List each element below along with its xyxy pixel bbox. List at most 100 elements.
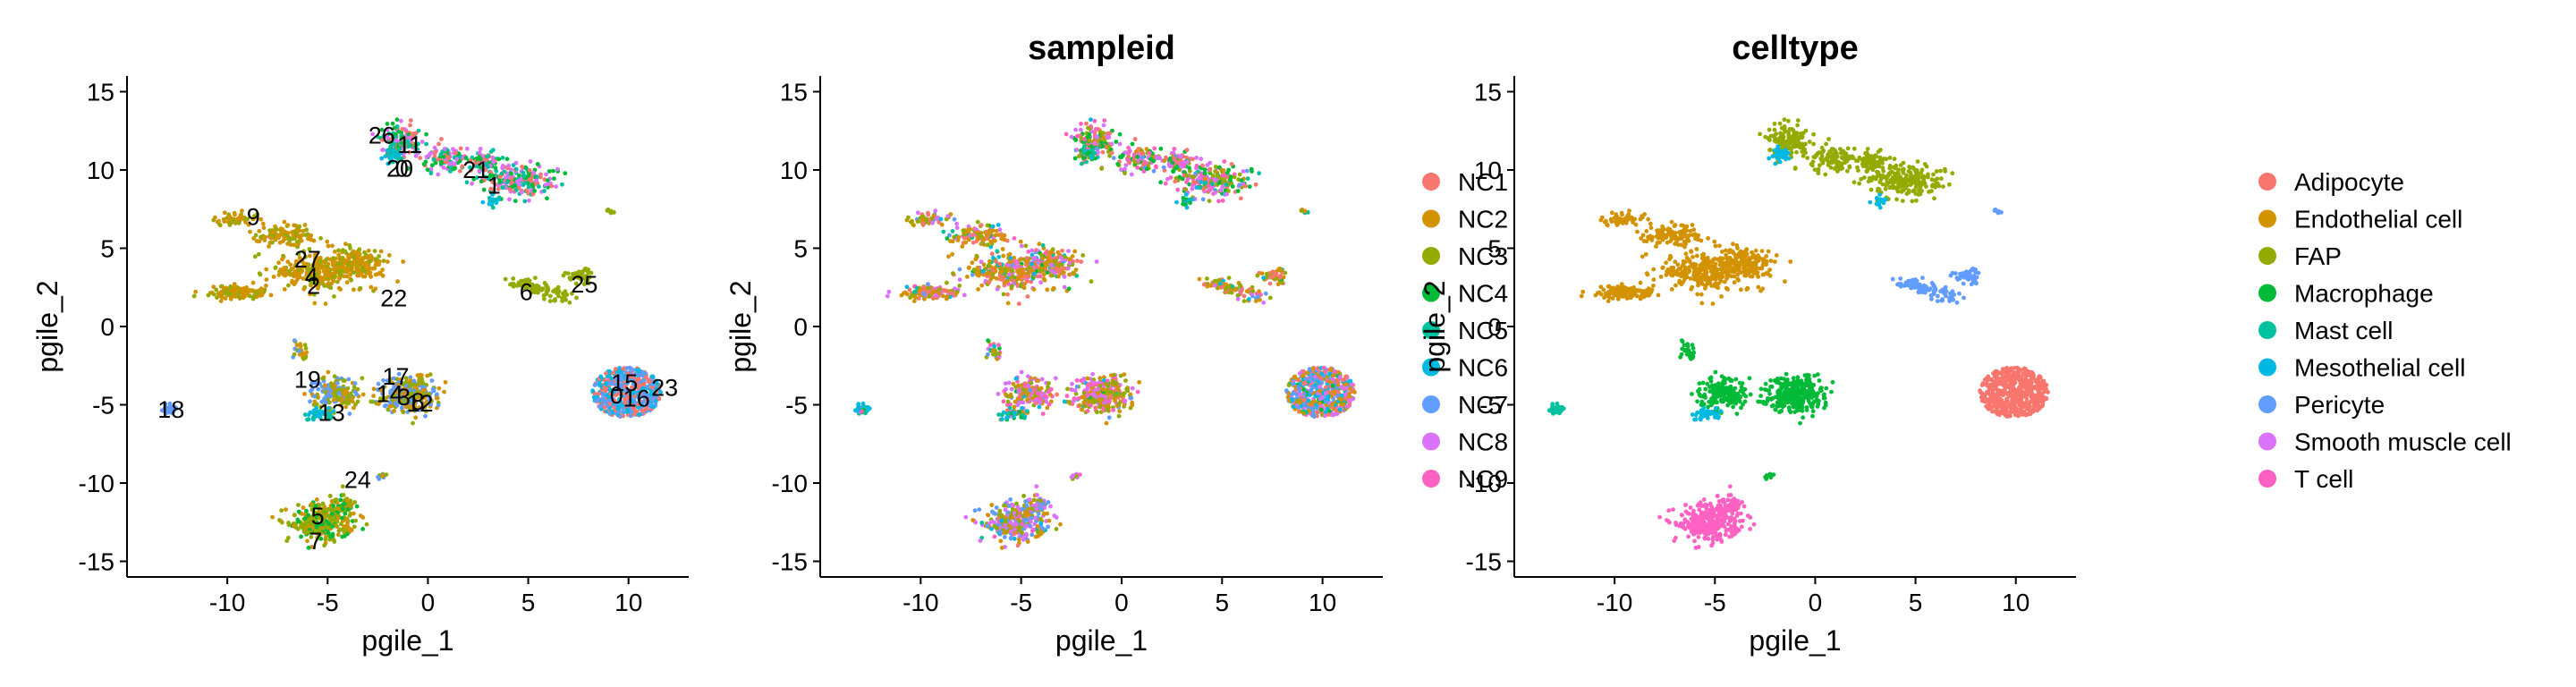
point [331, 256, 335, 260]
point [1190, 186, 1195, 191]
point [343, 511, 348, 516]
point [1005, 292, 1010, 297]
point [496, 157, 502, 162]
point [1223, 287, 1228, 292]
point [921, 284, 927, 290]
point [1184, 148, 1190, 153]
point [1286, 383, 1292, 387]
cluster-label: 2 [307, 273, 320, 300]
point [1347, 398, 1352, 403]
point [326, 267, 331, 272]
point [292, 513, 297, 517]
cluster-label: 5 [311, 503, 325, 530]
point [365, 255, 370, 260]
point [1094, 134, 1098, 140]
point [1080, 253, 1086, 258]
point [1216, 277, 1222, 283]
y-tick-label: 0 [100, 313, 114, 341]
cluster-label: 0 [395, 155, 409, 182]
point [1038, 274, 1043, 279]
point [352, 287, 356, 293]
point [1327, 371, 1333, 377]
cluster-label: 18 [157, 396, 184, 423]
point [433, 149, 438, 155]
point [865, 408, 870, 412]
point [1079, 161, 1084, 166]
point [260, 221, 266, 226]
point [441, 155, 446, 159]
point [933, 289, 938, 293]
point [1024, 256, 1030, 260]
point [1154, 164, 1158, 169]
point [336, 529, 342, 533]
point [335, 506, 341, 511]
point [1025, 278, 1030, 284]
point [330, 512, 335, 516]
point [565, 271, 571, 276]
point [478, 147, 483, 151]
point [399, 118, 403, 123]
point [1191, 157, 1195, 162]
point [282, 287, 287, 292]
point [1051, 285, 1056, 291]
point [1066, 286, 1072, 292]
point [1048, 268, 1054, 273]
point [1208, 160, 1213, 165]
point [1060, 248, 1064, 253]
point [1194, 164, 1199, 168]
point [324, 513, 328, 519]
point [1230, 184, 1235, 189]
point [338, 287, 343, 292]
point [1309, 406, 1314, 411]
point [292, 223, 297, 228]
point [523, 181, 528, 185]
point [1135, 155, 1140, 159]
point [258, 234, 263, 240]
point [519, 190, 524, 195]
point [1157, 156, 1163, 160]
point [350, 399, 355, 404]
point [507, 187, 513, 192]
point [345, 506, 351, 512]
cluster-label: 9 [247, 204, 260, 231]
point [1216, 199, 1221, 204]
point [946, 254, 951, 259]
point [1158, 180, 1163, 185]
point [1042, 277, 1047, 283]
point [1197, 276, 1202, 282]
point [1212, 177, 1217, 182]
point [425, 167, 430, 173]
point [997, 227, 1003, 233]
point [352, 381, 358, 386]
point [256, 251, 261, 257]
point [279, 508, 284, 513]
point [1220, 184, 1225, 190]
point [1259, 271, 1265, 276]
point [352, 524, 357, 530]
point [268, 293, 274, 298]
point [330, 243, 335, 249]
point [856, 403, 861, 408]
point [503, 175, 508, 180]
point [1084, 121, 1089, 126]
point [296, 272, 301, 277]
point [562, 294, 566, 300]
point [1216, 181, 1222, 185]
point [303, 352, 308, 356]
point [209, 290, 215, 295]
point [296, 503, 301, 507]
point [1194, 156, 1199, 160]
point [331, 503, 335, 508]
point [927, 294, 931, 299]
point [1299, 208, 1304, 214]
point [1339, 397, 1343, 403]
point [1225, 170, 1230, 175]
point [1337, 375, 1343, 380]
y-tick-label: -10 [79, 470, 114, 497]
point [597, 381, 602, 386]
point [1152, 146, 1157, 151]
point [297, 224, 302, 229]
point [191, 293, 197, 299]
point [1040, 242, 1046, 248]
point [532, 189, 538, 193]
